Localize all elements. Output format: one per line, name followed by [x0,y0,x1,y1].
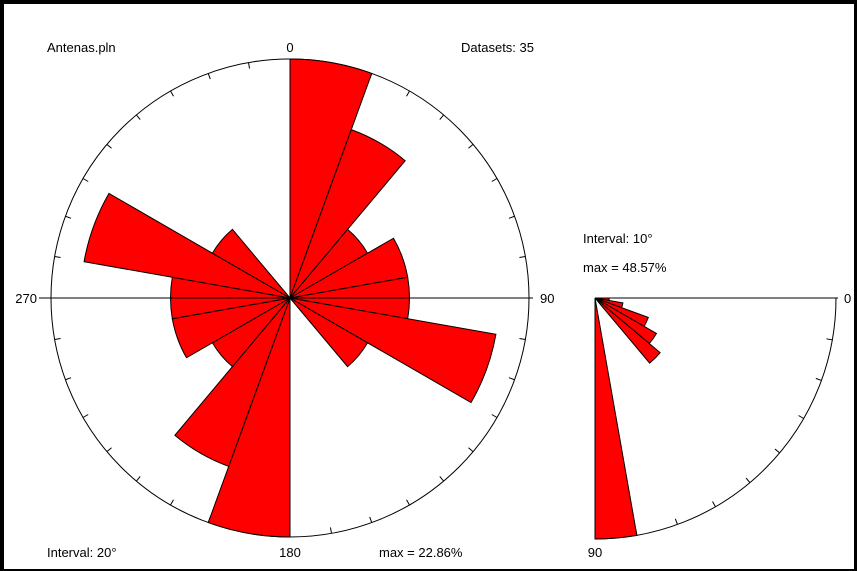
west-label: 270 [15,291,37,306]
dip-tick [712,501,716,507]
dip-tick [815,377,822,381]
rose-tick [439,476,445,482]
dip-ticks [635,338,833,536]
rose-petal [289,297,497,404]
rose-interval-label: Interval: 20° [47,545,117,560]
rose-tick [406,499,410,506]
rose-petal [211,228,291,299]
rose-petals [83,58,497,538]
rose-tick [170,90,174,97]
dip-interval-label: Interval: 10° [583,231,653,246]
rose-tick [106,143,112,149]
rose-tick [519,337,526,340]
rose-tick [82,178,89,182]
dip-max-label: max = 48.57% [583,260,667,275]
dip-petals [594,297,661,540]
rose-tick [65,215,72,219]
dip-petal [594,297,661,364]
rose-tick [82,414,89,418]
south-label: 180 [279,545,301,560]
rose-petal [83,192,291,299]
rose-tick [406,90,410,97]
rose-tick [106,447,112,453]
rose-tick [508,215,515,219]
dip-outer-arc [594,297,837,540]
rose-tick [329,527,332,534]
dip-tick [674,518,678,525]
rose-tick [135,114,141,120]
rose-tick [468,447,474,453]
rose-tick [65,377,72,381]
rose-tick [468,143,474,149]
rose-tick [491,414,498,418]
dip-ninety-label: 90 [588,545,602,560]
rose-tick [54,337,61,340]
rose-tick [519,256,526,259]
dip-tick [774,448,780,454]
dip-tick [798,415,804,419]
rose-petal [174,297,291,468]
datasets-label: Datasets: 35 [461,40,534,55]
dip-tick [826,338,833,341]
rose-tick [207,73,211,80]
rose-petal [289,297,369,368]
rose-petal [289,128,406,299]
rose-tick [491,178,498,182]
file-name-label: Antenas.pln [47,40,116,55]
north-label: 0 [286,40,293,55]
dip-tick [745,477,751,483]
rose-max-label: max = 22.86% [379,545,463,560]
rose-tick [135,476,141,482]
rose-tick [248,62,251,69]
rose-tick [439,114,445,120]
rose-tick [508,377,515,381]
dip-zero-label: 0 [844,291,851,306]
rose-tick [170,499,174,506]
rose-tick [369,516,373,523]
east-label: 90 [540,291,554,306]
rose-tick [54,256,61,259]
